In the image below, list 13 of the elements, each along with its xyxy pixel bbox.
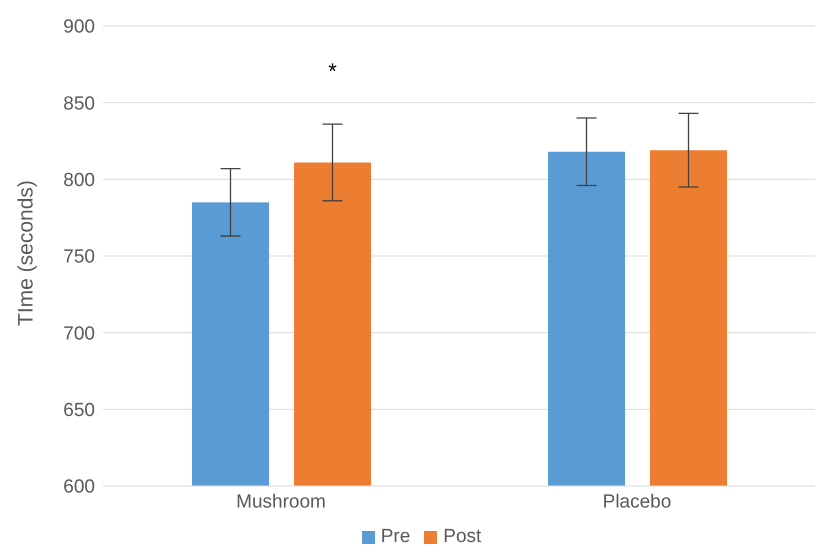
y-tick-label: 850 bbox=[63, 93, 95, 114]
legend-label: Post bbox=[442, 526, 482, 548]
x-tick-label: Placebo bbox=[602, 491, 672, 512]
y-tick-label: 800 bbox=[63, 170, 95, 192]
y-tick-label: 700 bbox=[63, 323, 95, 344]
x-tick-label: Mushroom bbox=[236, 491, 326, 512]
y-tick-label: 750 bbox=[63, 246, 95, 268]
y-tick-label: 650 bbox=[63, 400, 95, 422]
y-tick-label: 600 bbox=[63, 476, 95, 498]
legend-label: Pre bbox=[380, 526, 410, 548]
y-axis-title: TIme (seconds) bbox=[14, 180, 38, 326]
y-tick-label: 900 bbox=[63, 16, 95, 38]
annotation: * bbox=[328, 58, 338, 84]
